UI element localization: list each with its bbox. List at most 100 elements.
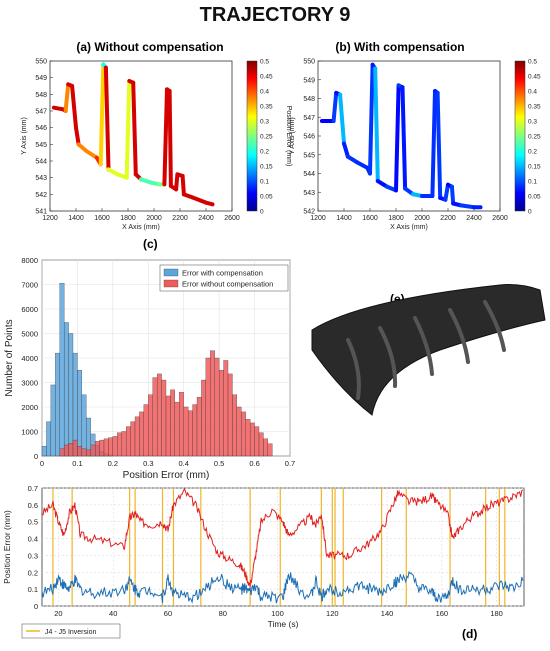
y-tick-label: 0.3 — [28, 551, 38, 560]
time-series-line — [41, 487, 524, 587]
x-tick-label: 60 — [164, 609, 172, 618]
histogram-bar — [112, 436, 118, 457]
y-axis-label: Y Axis (mm) — [289, 117, 296, 155]
histogram-bar — [121, 431, 127, 457]
colorbar-tick-label: 0.05 — [528, 194, 541, 201]
histogram-bar — [46, 421, 52, 457]
y-axis-label: Number of Points — [4, 319, 15, 396]
x-tick-label: 0.5 — [214, 459, 224, 468]
x-tick-label: 1600 — [94, 215, 110, 222]
x-tick-label: 2200 — [172, 215, 188, 222]
panel-stiffeners — [346, 300, 506, 400]
histogram-bar — [201, 379, 207, 457]
trajectory-segment — [373, 66, 380, 183]
legend-swatch — [163, 279, 179, 288]
panel-a-title: (a) Without compensation — [76, 40, 224, 54]
y-tick-label: 548 — [303, 96, 315, 103]
x-tick-label: 80 — [219, 609, 227, 618]
y-tick-label: 542 — [303, 209, 315, 216]
y-tick-label: 3000 — [21, 379, 38, 388]
y-tick-label: 1000 — [21, 428, 38, 437]
trajectory-segment — [449, 184, 456, 206]
colorbar — [246, 60, 258, 212]
colorbar-tick-label: 0 — [260, 209, 264, 216]
x-tick-label: 1200 — [310, 215, 326, 222]
histogram-bar — [196, 397, 202, 457]
colorbar-tick-label: 0.2 — [260, 149, 269, 156]
histogram-bar — [152, 377, 158, 457]
colorbar-tick-label: 0.25 — [260, 134, 273, 141]
histogram-bar — [90, 444, 96, 457]
histogram-bar — [148, 394, 153, 457]
y-tick-label: 0.2 — [28, 568, 38, 577]
panel-d-label: (d) — [462, 627, 478, 641]
histogram-bar — [218, 370, 224, 457]
page-title: TRAJECTORY 9 — [199, 4, 351, 26]
histogram-bar — [205, 357, 211, 457]
colorbar-tick-label: 0.35 — [528, 104, 541, 111]
colorbar-tick-label: 0.45 — [528, 74, 541, 81]
trajectory-segment — [459, 203, 476, 210]
x-tick-label: 0.7 — [285, 459, 295, 468]
colorbar-tick-label: 0.15 — [260, 164, 273, 171]
y-axis-label: Position Error (mm) — [2, 510, 12, 584]
histogram-bar — [165, 395, 171, 457]
x-tick-label: 1800 — [120, 215, 136, 222]
plot-area — [49, 60, 233, 212]
colorbar-tick-label: 0.05 — [260, 194, 273, 201]
x-tick-label: 180 — [490, 609, 503, 618]
histogram-bar — [249, 422, 255, 457]
colorbar-label: Position Error (mm) — [285, 106, 292, 167]
y-axis-label: Y Axis (mm) — [21, 117, 28, 155]
histogram-bar — [103, 438, 109, 457]
trajectory-segment — [74, 125, 81, 147]
colorbar-tick-label: 0.3 — [260, 119, 269, 126]
trajectory-segment — [70, 84, 78, 130]
colorbar-tick-label: 0.3 — [528, 119, 537, 126]
y-tick-label: 544 — [35, 159, 47, 166]
y-tick-label: 8000 — [21, 256, 38, 265]
histogram-bar — [139, 411, 145, 457]
y-tick-label: 546 — [35, 125, 47, 132]
y-tick-label: 547 — [303, 115, 315, 122]
y-tick-label: 543 — [303, 190, 315, 197]
trajectory-segment — [368, 62, 375, 176]
histogram-bar — [161, 379, 167, 457]
x-tick-label: 2400 — [198, 215, 214, 222]
histogram-bar — [81, 448, 87, 457]
histogram-bar — [59, 283, 65, 457]
x-tick-label: 0.3 — [143, 459, 153, 468]
x-tick-label: 2000 — [414, 215, 430, 222]
x-tick-label: 1800 — [388, 215, 404, 222]
error-over-time-plot: 0 0.1 0.2 0.3 0.4 0.5 0.6 0.7 20 40 60 80 100 120 140 1… — [2, 484, 525, 639]
y-tick-label: 545 — [303, 152, 315, 159]
y-tick-label: 0 — [34, 452, 38, 461]
trajectory-segment — [98, 62, 106, 167]
histogram-bar — [50, 384, 56, 457]
y-tick-label: 5000 — [21, 330, 38, 339]
trajectory-segment — [63, 82, 71, 113]
trajectory-segment — [338, 92, 346, 146]
y-tick-label: 541 — [35, 209, 47, 216]
panel-c-label: (c) — [143, 237, 158, 251]
trajectory-segment — [435, 90, 443, 200]
histogram-bar — [68, 443, 74, 457]
panel-b-title: (b) With compensation — [335, 40, 465, 54]
histogram-bar — [236, 406, 242, 457]
legend-label: Error with compensation — [182, 269, 263, 278]
histogram-bar — [77, 370, 83, 457]
histogram-bar — [267, 443, 273, 457]
y-tick-label: 0.7 — [28, 484, 38, 493]
trajectory-segment — [191, 195, 208, 205]
colorbar-tick-label: 0.15 — [528, 164, 541, 171]
histogram-bar — [192, 404, 198, 457]
trajectory-segment — [400, 85, 408, 191]
histogram-bar — [86, 449, 91, 457]
y-tick-label: 550 — [303, 59, 315, 66]
x-tick-label: 1600 — [362, 215, 378, 222]
y-tick-label: 544 — [303, 171, 315, 178]
x-tick-label: 160 — [436, 609, 449, 618]
x-axis-label: X Axis (mm) — [122, 224, 160, 231]
histogram-bar — [63, 444, 69, 457]
histogram-bar — [223, 360, 229, 457]
